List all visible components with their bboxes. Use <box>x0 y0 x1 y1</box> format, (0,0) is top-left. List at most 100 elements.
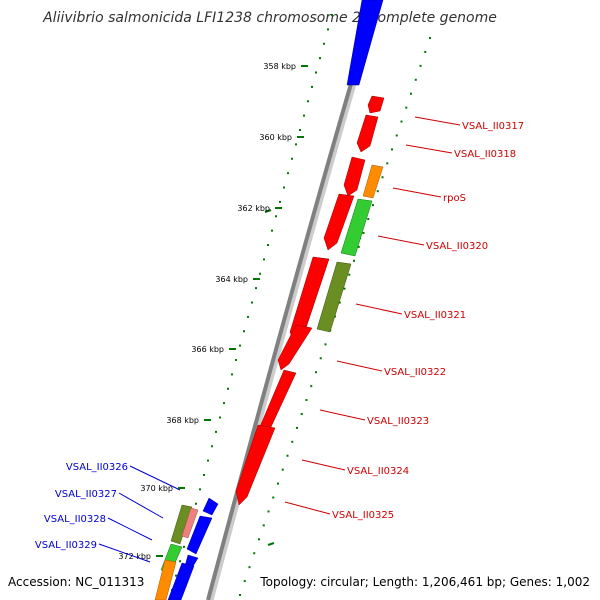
gc-dot-inner <box>272 496 275 499</box>
map-title: Aliivibrio salmonicida LFI1238 chromosom… <box>42 10 497 26</box>
gc-dot-outer <box>319 57 321 60</box>
gc-dot-inner <box>391 148 393 151</box>
label-leaders: VSAL_II0317 VSAL_II0318 rpoS VSAL_II0320 VSA… <box>35 116 524 563</box>
gc-dot-inner <box>262 524 265 527</box>
gc-dot-inner <box>362 231 365 234</box>
gc-dot-inner <box>395 134 398 137</box>
gc-dot-outer <box>179 560 181 563</box>
gene-arrow-vsal-ii0326 <box>170 504 193 545</box>
label-leader <box>98 543 151 563</box>
gene-label-forward: VSAL_II0323 <box>367 416 429 427</box>
label-leader <box>129 465 181 491</box>
accession-text: Accession: NC_011313 <box>8 575 144 589</box>
label-leader <box>405 144 453 154</box>
gene-arrow-vsal-ii0321 <box>316 261 352 333</box>
gene-label-forward: VSAL_II0325 <box>332 510 394 521</box>
gc-dot-outer <box>211 445 213 448</box>
gc-dot-inner <box>319 357 322 360</box>
gc-dot-outer <box>307 100 309 103</box>
tick-label: 366 kbp <box>191 345 224 354</box>
gc-dot-outer <box>183 545 185 548</box>
tick-label: 364 kbp <box>215 275 248 284</box>
gc-dot-outer <box>311 85 313 88</box>
gc-dot-inner <box>291 440 294 443</box>
gc-dot-outer <box>263 258 265 261</box>
gene-label-forward: VSAL_II0321 <box>404 310 466 321</box>
tick-label: 360 kbp <box>259 133 292 142</box>
gc-dot-inner <box>267 510 270 513</box>
gc-dot-outer <box>231 373 233 376</box>
gene-label-reverse: VSAL_II0328 <box>44 514 106 525</box>
label-leader <box>118 492 164 519</box>
gc-dot-outer <box>203 474 205 476</box>
gc-dot-outer <box>315 71 317 74</box>
label-leader <box>414 116 461 126</box>
gc-dot-inner <box>281 468 284 471</box>
gc-dot-inner <box>405 106 408 109</box>
gc-dot-outer <box>303 114 305 117</box>
gc-dot-outer <box>331 14 333 16</box>
label-leader <box>336 360 383 372</box>
gc-dot-outer <box>259 272 261 275</box>
gc-dot-inner <box>376 190 379 193</box>
gc-dot-inner <box>286 454 289 457</box>
gene-label-reverse: VSAL_II0326 <box>66 462 128 473</box>
gc-dot-outer <box>291 157 293 160</box>
gc-dot-outer <box>243 330 245 333</box>
gc-dot-outer <box>275 215 277 218</box>
gc-dot-inner <box>310 385 313 388</box>
label-leader <box>319 409 366 421</box>
gc-dot-inner <box>324 343 327 346</box>
gc-dot-outer <box>227 387 229 390</box>
gc-dot-inner <box>400 120 403 123</box>
gc-dot-inner <box>253 552 256 555</box>
gc-dot-outer <box>223 402 225 405</box>
gc-dot-outer <box>207 459 209 462</box>
gc-dot-inner <box>343 287 346 290</box>
label-leader <box>284 501 331 515</box>
gene-label-forward: VSAL_II0322 <box>384 367 446 378</box>
gene-label-forward: VSAL_II0318 <box>454 149 516 160</box>
gene-label-forward: VSAL_II0317 <box>462 121 524 132</box>
gc-dot-inner <box>243 580 246 583</box>
gene-label-reverse: VSAL_II0329 <box>35 540 97 551</box>
tick-label: 358 kbp <box>263 62 296 71</box>
gc-dot-inner <box>367 218 370 221</box>
gene-label-forward: rpoS <box>443 193 466 204</box>
gc-dot-inner <box>381 176 384 179</box>
gc-dot-outer <box>295 143 297 146</box>
gene-arrow-forward <box>323 193 355 251</box>
gc-dot-outer <box>327 28 329 31</box>
gene-arrow-rpos <box>362 164 384 199</box>
gc-dot-inner <box>315 371 317 374</box>
gene-arrow-reverse <box>167 562 195 600</box>
tick-label: 368 kbp <box>166 416 199 425</box>
gene-arrow-forward <box>277 324 313 371</box>
gc-dot-inner <box>248 566 251 569</box>
gc-dot-outer <box>323 42 325 45</box>
tick-marks: 358 kbp 360 kbp 362 kbp 364 kbp 366 kbp 368 k… <box>118 62 308 561</box>
gene-arrow-forward <box>367 95 385 114</box>
label-leader <box>107 517 153 541</box>
genome-summary-text: Topology: circular; Length: 1,206,461 bp… <box>259 575 590 589</box>
label-leader <box>355 303 403 315</box>
gene-arrow-reverse <box>186 515 213 555</box>
gc-dot-outer <box>219 416 221 419</box>
gc-dot-inner <box>239 594 241 596</box>
gene-arrow-vsal-ii0320 <box>340 198 373 257</box>
gene-label-forward: VSAL_II0324 <box>347 466 409 477</box>
gc-dot-outer <box>247 315 249 318</box>
gc-dot-inner <box>414 78 417 81</box>
gc-dot-outer <box>239 344 241 347</box>
gc-dot-inner <box>300 412 303 415</box>
gc-dot-inner <box>353 259 355 262</box>
gc-dot-outer <box>255 287 257 290</box>
gc-dot-outer <box>271 229 273 232</box>
gene-arrow-vsal-ii0329 <box>154 559 177 600</box>
gc-dot-outer <box>195 502 197 505</box>
gc-dot-inner <box>386 162 389 165</box>
tick-label: 362 kbp <box>237 204 270 213</box>
gene-features <box>154 0 385 600</box>
gc-dot-outer <box>267 244 269 246</box>
gc-dot-inner <box>372 204 374 207</box>
